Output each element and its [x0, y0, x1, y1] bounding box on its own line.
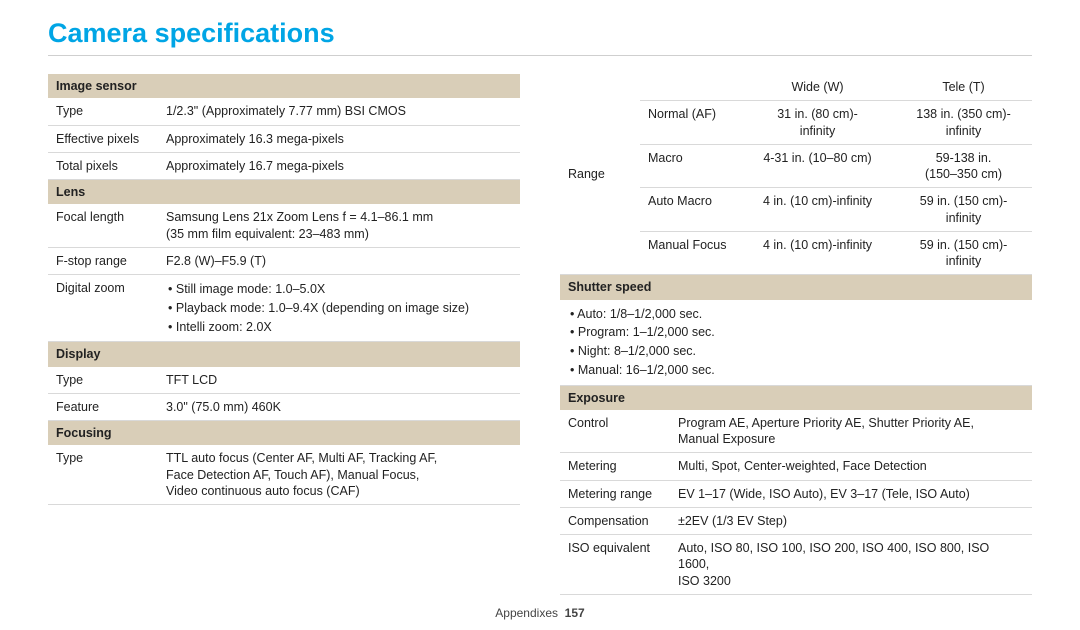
spec-value: Program AE, Aperture Priority AE, Shutte…: [670, 410, 1032, 453]
section-lens: Lens: [48, 180, 520, 205]
spec-value: 4 in. (10 cm)-infinity: [740, 188, 895, 232]
spec-label: Control: [560, 410, 670, 453]
spec-label: Type: [48, 98, 158, 125]
spec-value: ±2EV (1/3 EV Step): [670, 507, 1032, 534]
spec-value: TTL auto focus (Center AF, Multi AF, Tra…: [158, 445, 520, 504]
spec-value: 59-138 in.(150–350 cm): [895, 144, 1032, 188]
spec-label: Metering range: [560, 480, 670, 507]
page-number: 157: [565, 606, 585, 620]
col-header: Tele (T): [895, 74, 1032, 101]
spec-value: EV 1–17 (Wide, ISO Auto), EV 3–17 (Tele,…: [670, 480, 1032, 507]
spec-label: Compensation: [560, 507, 670, 534]
spec-value: 59 in. (150 cm)-infinity: [895, 188, 1032, 232]
spec-label: F-stop range: [48, 247, 158, 274]
content-columns: Image sensor Type1/2.3" (Approximately 7…: [48, 74, 1032, 595]
spec-label: Effective pixels: [48, 125, 158, 152]
spec-value: Samsung Lens 21x Zoom Lens f = 4.1–86.1 …: [158, 204, 520, 247]
left-column: Image sensor Type1/2.3" (Approximately 7…: [48, 74, 520, 595]
spec-label: ISO equivalent: [560, 535, 670, 595]
spec-value: 3.0" (75.0 mm) 460K: [158, 393, 520, 420]
spec-label: Type: [48, 445, 158, 504]
spec-sublabel: Auto Macro: [640, 188, 740, 232]
spec-label: Feature: [48, 393, 158, 420]
title-underline: [48, 55, 1032, 56]
col-header: Wide (W): [740, 74, 895, 101]
footer-label: Appendixes: [495, 606, 558, 620]
spec-label: Total pixels: [48, 152, 158, 179]
section-focusing: Focusing: [48, 421, 520, 446]
spec-value: 31 in. (80 cm)-infinity: [740, 101, 895, 145]
spec-label: Type: [48, 367, 158, 394]
page-footer: Appendixes 157: [0, 606, 1080, 620]
spec-sublabel: Normal (AF): [640, 101, 740, 145]
spec-label: Metering: [560, 453, 670, 480]
spec-value: F2.8 (W)–F5.9 (T): [158, 247, 520, 274]
blank-cell: [640, 74, 740, 101]
spec-value: Auto: 1/8–1/2,000 sec. Program: 1–1/2,00…: [560, 300, 1032, 386]
spec-sublabel: Macro: [640, 144, 740, 188]
spec-value: TFT LCD: [158, 367, 520, 394]
spec-value: 59 in. (150 cm)-infinity: [895, 231, 1032, 275]
page-title: Camera specifications: [48, 18, 1032, 49]
spec-value: Approximately 16.7 mega-pixels: [158, 152, 520, 179]
section-image-sensor: Image sensor: [48, 74, 520, 98]
spec-value: 1/2.3" (Approximately 7.77 mm) BSI CMOS: [158, 98, 520, 125]
section-exposure: Exposure: [560, 385, 1032, 410]
left-spec-table: Image sensor Type1/2.3" (Approximately 7…: [48, 74, 520, 505]
spec-value: Multi, Spot, Center-weighted, Face Detec…: [670, 453, 1032, 480]
spec-label: Range: [560, 74, 640, 275]
right-column: Range Wide (W) Tele (T) Normal (AF) 31 i…: [560, 74, 1032, 595]
section-shutter: Shutter speed: [560, 275, 1032, 299]
section-display: Display: [48, 342, 520, 367]
spec-value: 4-31 in. (10–80 cm): [740, 144, 895, 188]
shutter-table: Shutter speed Auto: 1/8–1/2,000 sec. Pro…: [560, 275, 1032, 595]
range-table: Range Wide (W) Tele (T) Normal (AF) 31 i…: [560, 74, 1032, 275]
spec-value: 138 in. (350 cm)-infinity: [895, 101, 1032, 145]
spec-label: Digital zoom: [48, 275, 158, 342]
spec-value: 4 in. (10 cm)-infinity: [740, 231, 895, 275]
spec-value: Still image mode: 1.0–5.0X Playback mode…: [158, 275, 520, 342]
spec-value: Auto, ISO 80, ISO 100, ISO 200, ISO 400,…: [670, 535, 1032, 595]
spec-label: Focal length: [48, 204, 158, 247]
spec-value: Approximately 16.3 mega-pixels: [158, 125, 520, 152]
spec-sublabel: Manual Focus: [640, 231, 740, 275]
